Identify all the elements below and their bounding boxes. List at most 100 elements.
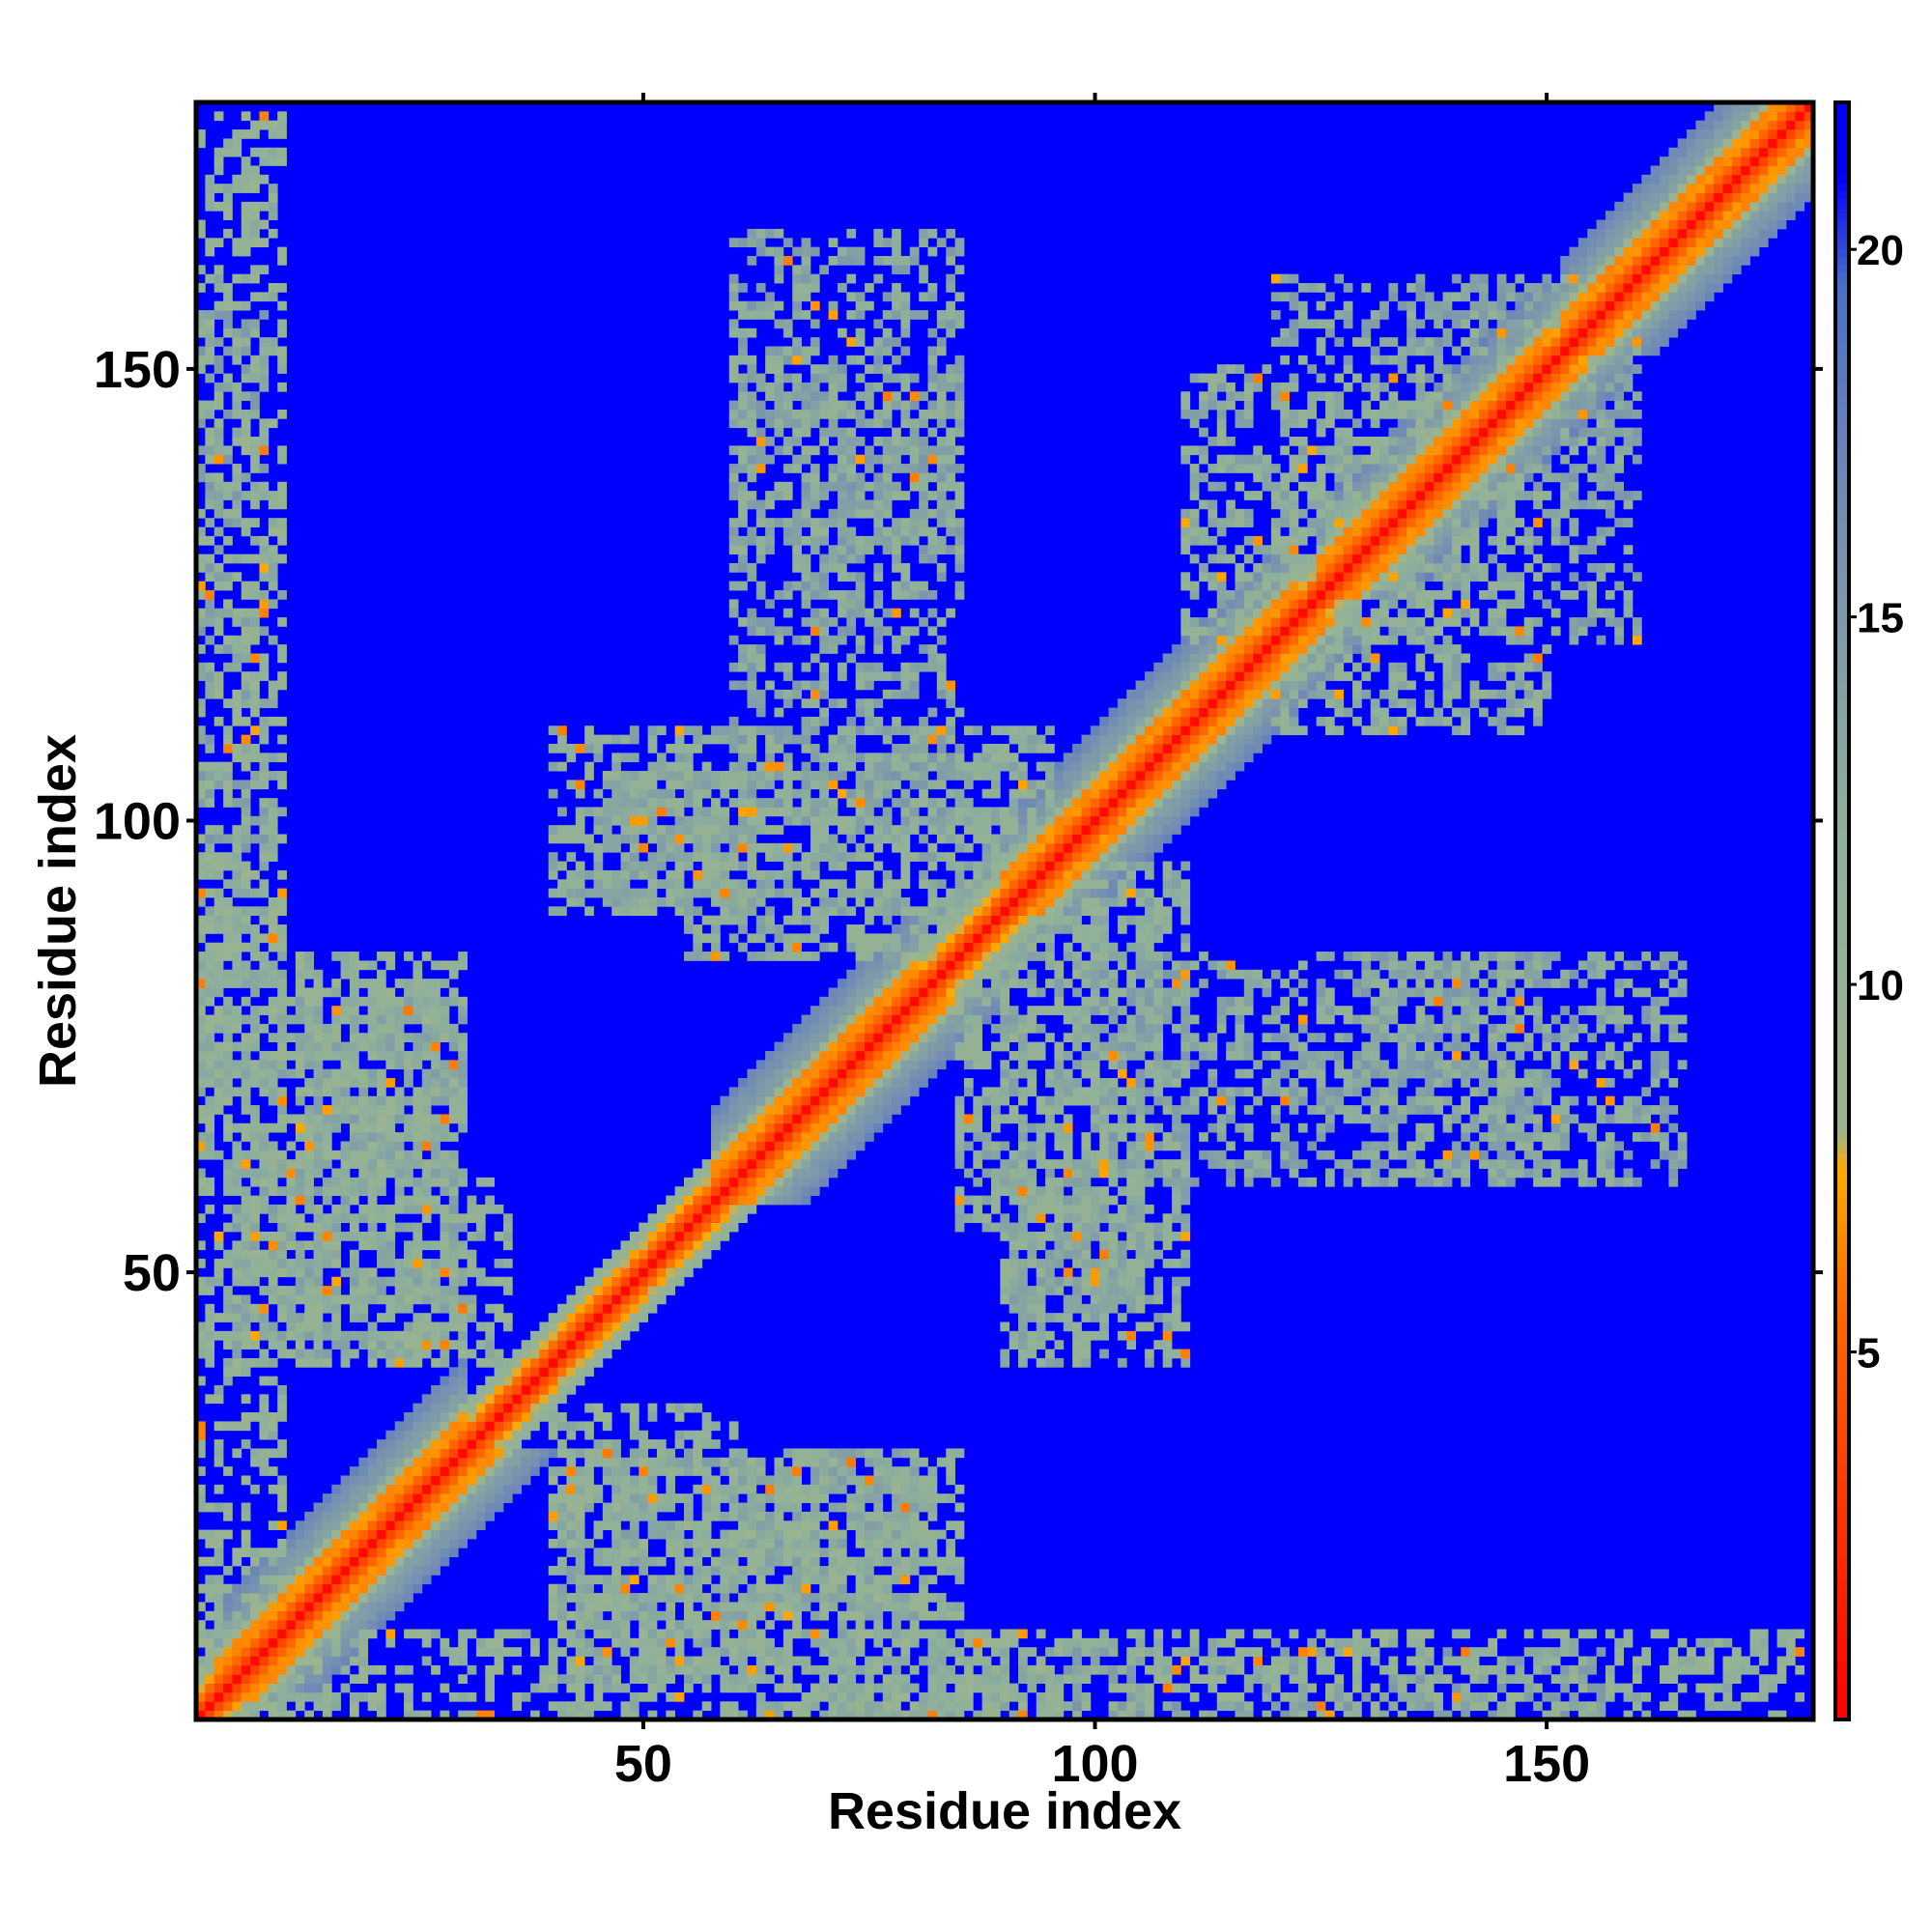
heatmap-cell: [593, 1647, 604, 1657]
heatmap-cell: [782, 626, 793, 637]
heatmap-cell: [241, 798, 251, 808]
heatmap-cell: [502, 1647, 513, 1657]
heatmap-cell: [277, 1303, 287, 1314]
heatmap-cell: [837, 1620, 847, 1630]
heatmap-cell: [837, 1610, 847, 1621]
heatmap-cell: [755, 617, 766, 627]
heatmap-cell: [755, 1647, 766, 1657]
heatmap-cell: [277, 147, 287, 157]
heatmap-cell: [250, 1610, 260, 1621]
heatmap-cell: [855, 1006, 866, 1015]
heatmap-cell: [250, 1041, 260, 1052]
heatmap-cell: [521, 1421, 531, 1432]
heatmap-cell: [593, 1457, 604, 1467]
heatmap-cell: [485, 1177, 496, 1187]
heatmap-cell: [205, 1701, 215, 1712]
heatmap-cell: [196, 327, 206, 338]
heatmap-cell: [313, 1023, 324, 1034]
heatmap-cell: [331, 1303, 342, 1314]
heatmap-cell: [747, 807, 757, 817]
heatmap-cell: [629, 1520, 639, 1531]
heatmap-cell: [819, 1132, 830, 1142]
heatmap-cell: [250, 1710, 260, 1720]
heatmap-cell: [629, 771, 639, 781]
heatmap-cell: [232, 1647, 242, 1657]
heatmap-cell: [205, 771, 215, 781]
heatmap-cell: [223, 771, 233, 781]
heatmap-cell: [747, 1529, 757, 1540]
heatmap-cell: [837, 842, 847, 853]
heatmap-cell: [431, 1023, 440, 1034]
heatmap-cell: [223, 147, 233, 157]
heatmap-cell: [611, 761, 621, 772]
heatmap-cell: [837, 1566, 847, 1576]
heatmap-cell: [241, 1033, 251, 1042]
heatmap-cell: [611, 1637, 621, 1648]
heatmap-cell: [602, 734, 612, 745]
heatmap-cell: [521, 1430, 531, 1440]
heatmap-cell: [205, 1656, 215, 1666]
heatmap-cell: [846, 815, 857, 826]
heatmap-cell: [738, 842, 748, 853]
heatmap-cell: [268, 1330, 278, 1341]
heatmap-cell: [475, 1421, 486, 1432]
heatmap-cell: [674, 861, 685, 871]
heatmap-cell: [377, 1439, 386, 1449]
heatmap-cell: [566, 1538, 577, 1548]
heatmap-cell: [232, 1222, 242, 1233]
heatmap-cell: [421, 1691, 432, 1702]
heatmap-cell: [584, 725, 594, 736]
heatmap-cell: [295, 1566, 305, 1576]
heatmap-cell: [810, 1186, 820, 1196]
heatmap-cell: [394, 1168, 405, 1179]
heatmap-cell: [865, 888, 874, 898]
heatmap-cell: [774, 346, 784, 356]
heatmap-cell: [259, 238, 270, 248]
heatmap-cell: [313, 1620, 324, 1630]
heatmap-cell: [232, 707, 242, 718]
heatmap-cell: [304, 1105, 314, 1115]
heatmap-cell: [738, 1141, 748, 1151]
heatmap-cell: [404, 1014, 413, 1025]
heatmap-cell: [223, 1204, 233, 1214]
heatmap-cell: [394, 1502, 405, 1513]
heatmap-cell: [213, 1150, 224, 1160]
heatmap-cell: [837, 987, 847, 998]
heatmap-cell: [620, 1457, 631, 1467]
heatmap-cell: [250, 1691, 260, 1702]
heatmap-cell: [782, 734, 793, 745]
heatmap-cell: [268, 554, 278, 564]
heatmap-cell: [865, 753, 874, 763]
heatmap-cell: [448, 1023, 459, 1034]
heatmap-cell: [205, 942, 215, 952]
heatmap-cell: [367, 1294, 378, 1305]
heatmap-cell: [738, 1520, 748, 1531]
heatmap-cell: [801, 310, 811, 320]
heatmap-cell: [855, 1610, 866, 1621]
heatmap-cell: [331, 1602, 342, 1612]
heatmap-cell: [196, 1484, 206, 1494]
heatmap-cell: [458, 1033, 468, 1042]
heatmap-cell: [711, 1602, 721, 1612]
heatmap-cell: [213, 1593, 224, 1603]
heatmap-cell: [792, 508, 802, 519]
heatmap-cell: [801, 1195, 811, 1206]
heatmap-cell: [512, 1403, 523, 1413]
heatmap-cell: [639, 1303, 648, 1314]
heatmap-cell: [394, 1033, 405, 1042]
heatmap-cell: [475, 1321, 486, 1332]
heatmap-cell: [440, 1132, 450, 1142]
heatmap-cell: [241, 1132, 251, 1142]
heatmap-cell: [205, 518, 215, 527]
heatmap-cell: [566, 1493, 577, 1503]
heatmap-cell: [865, 1475, 874, 1486]
heatmap-cell: [666, 842, 676, 853]
heatmap-cell: [855, 599, 866, 610]
heatmap-cell: [855, 391, 866, 402]
heatmap-cell: [865, 1683, 874, 1693]
heatmap-cell: [684, 1575, 694, 1585]
heatmap-cell: [693, 1186, 703, 1196]
heatmap-cell: [404, 1664, 413, 1675]
heatmap-cell: [693, 834, 703, 844]
heatmap-cell: [268, 896, 278, 907]
